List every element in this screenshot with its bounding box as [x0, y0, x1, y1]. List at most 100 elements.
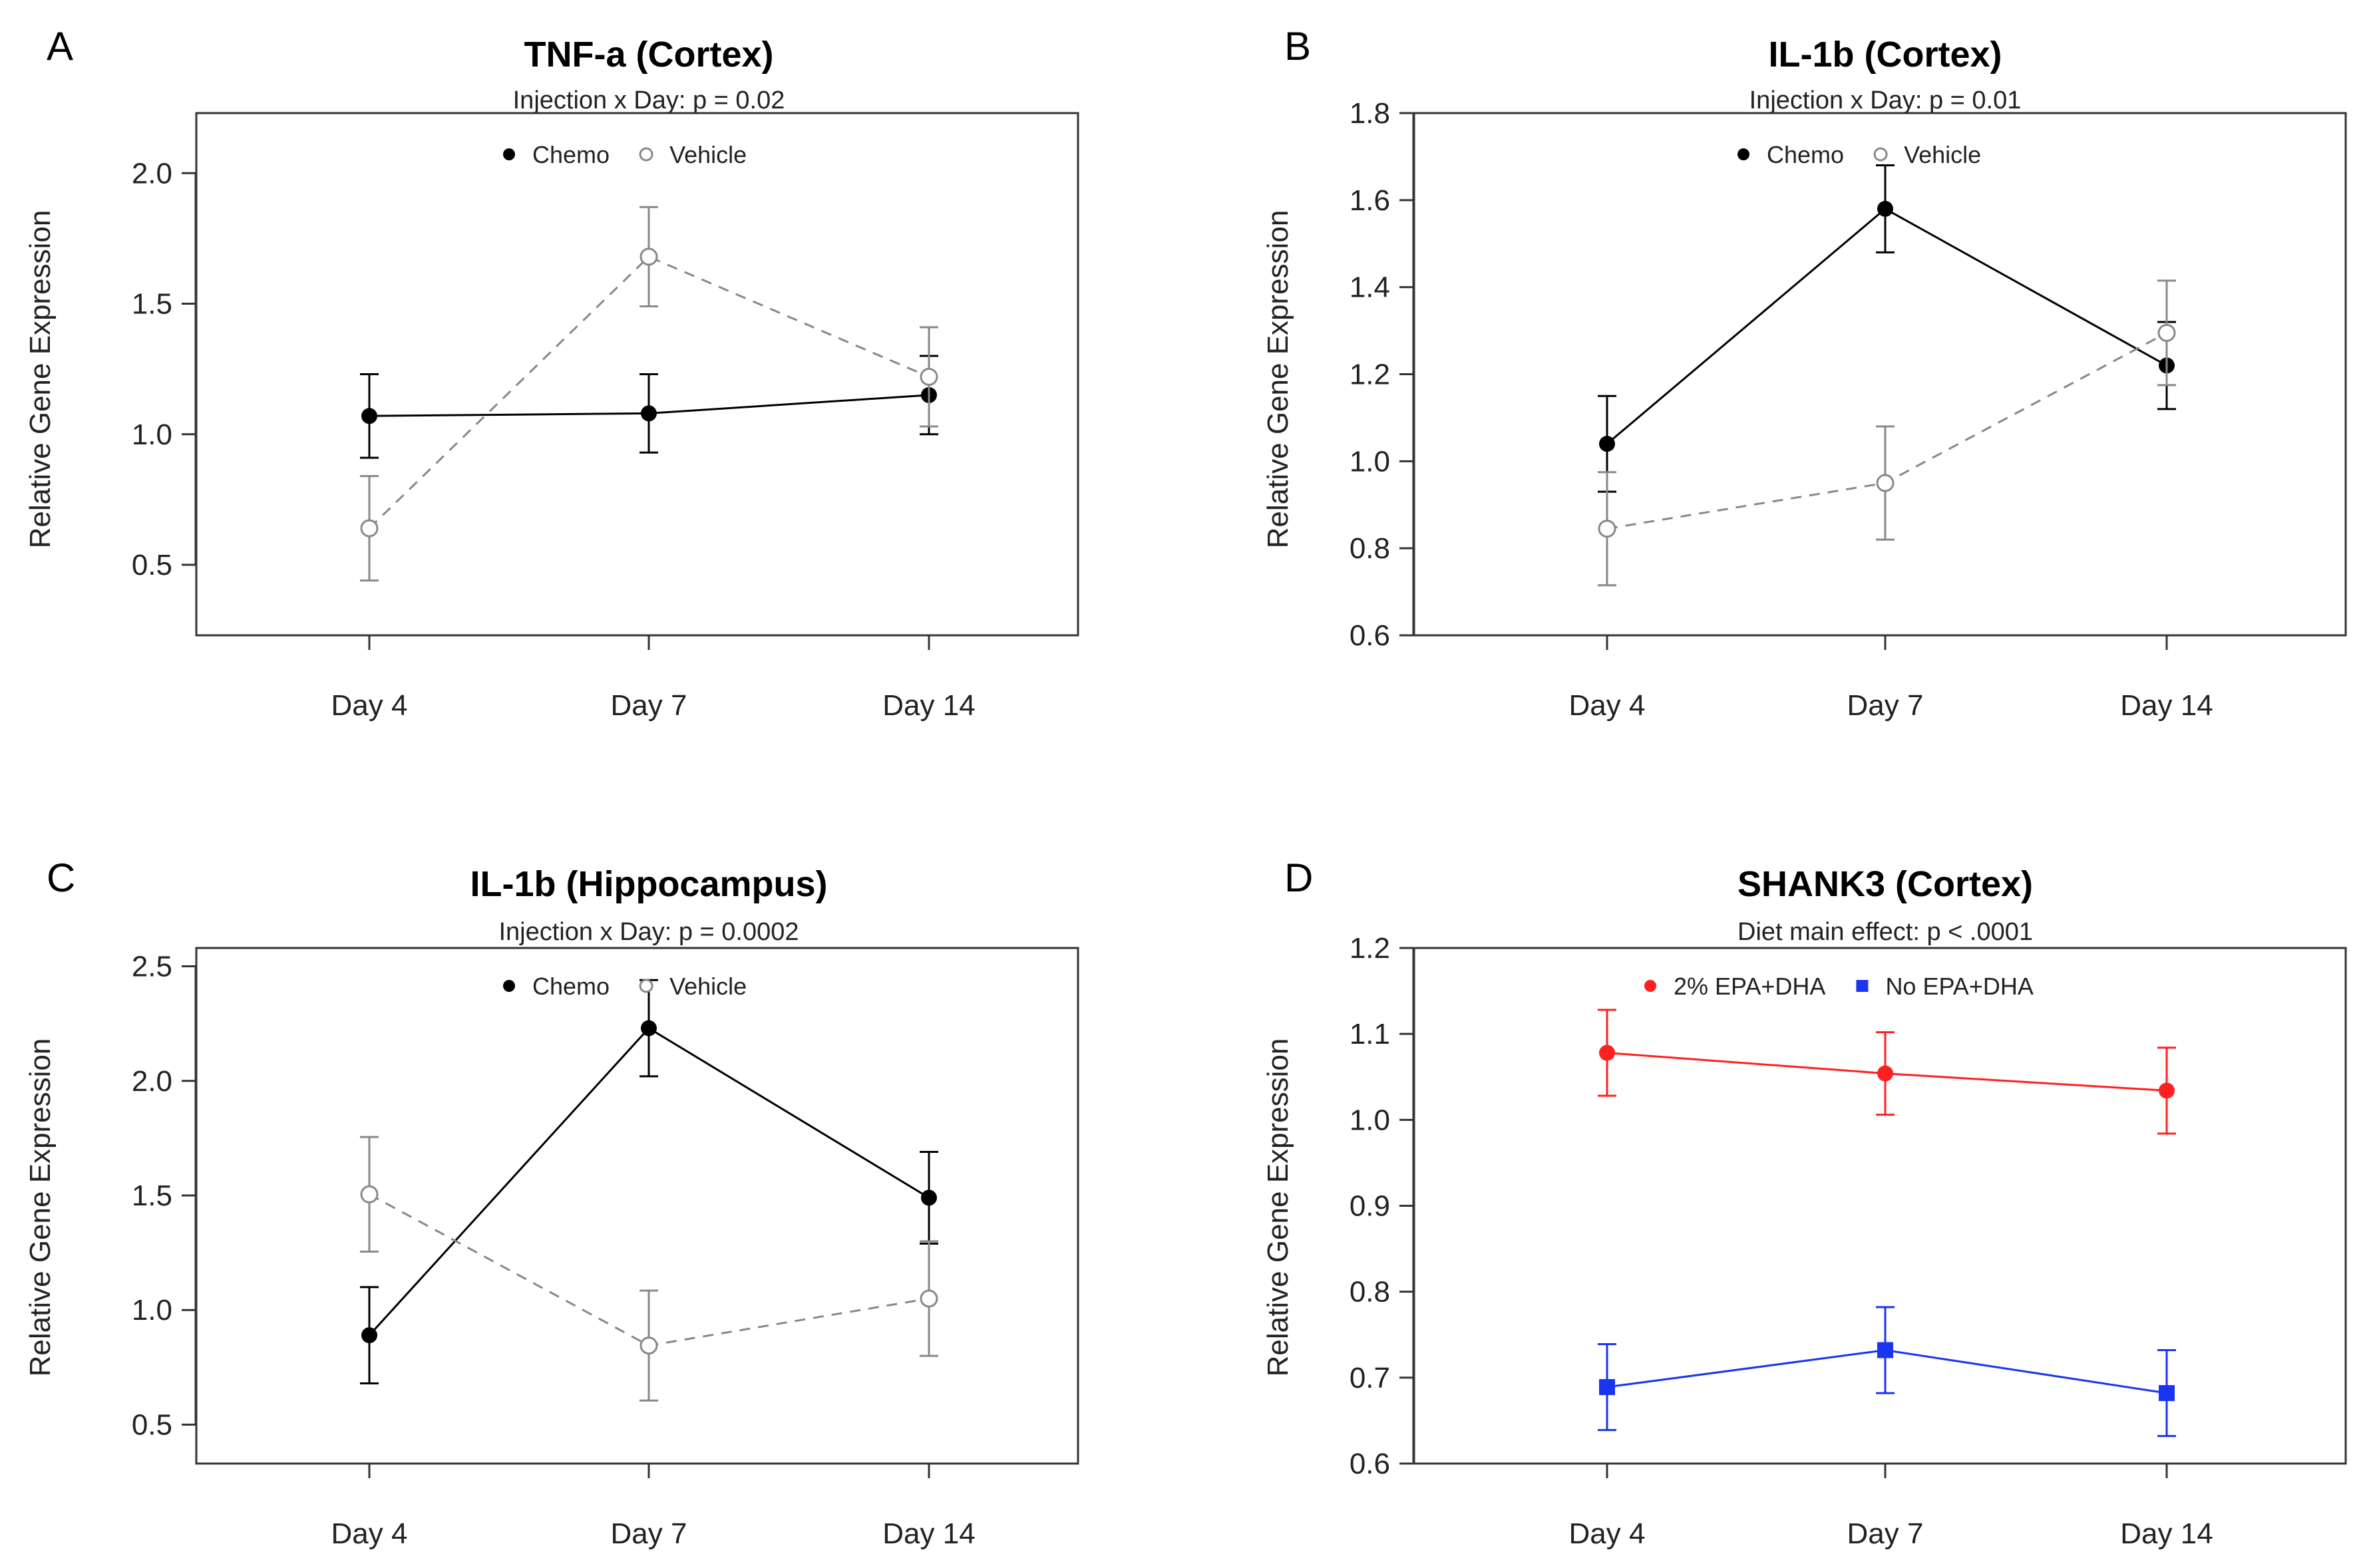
y-tick-label: 1.0	[132, 418, 172, 451]
x-tick-label: Day 4	[331, 1517, 408, 1550]
chart-title: TNF-a (Cortex)	[524, 35, 774, 75]
data-point	[641, 405, 657, 422]
y-tick-label: 0.6	[1350, 619, 1390, 652]
x-tick-label: Day 7	[611, 689, 687, 722]
legend-marker	[503, 148, 515, 160]
x-tick-label: Day 7	[1847, 689, 1924, 722]
data-point	[1877, 1342, 1893, 1358]
legend-marker	[1873, 147, 1888, 162]
legend-marker	[503, 980, 515, 992]
data-point	[639, 247, 658, 266]
y-tick-label: 0.5	[132, 1408, 172, 1441]
chart-panel-d: D SHANK3 (Cortex) Diet main effect: p < .0…	[1262, 856, 2347, 1550]
legend-marker	[639, 979, 653, 993]
data-point	[1877, 200, 1893, 217]
plot-frame	[1413, 947, 2347, 1465]
y-axis-label: Relative Gene Expression	[24, 210, 57, 549]
panel-letter: A	[47, 24, 73, 69]
data-point	[2159, 1385, 2175, 1402]
x-tick-label: Day 4	[1569, 689, 1646, 722]
data-point	[1599, 1044, 1615, 1061]
data-point	[360, 1185, 379, 1203]
legend-label: Chemo	[532, 141, 610, 168]
legend-label: Chemo	[1767, 141, 1844, 168]
series-line	[1606, 332, 2167, 530]
x-tick-label: Day 4	[1569, 1517, 1646, 1550]
chart-panel-a: A TNF-a (Cortex) Injection x Day: p = 0.02…	[24, 24, 1079, 722]
x-tick-label: Day 14	[2120, 689, 2213, 722]
chart-subtitle: Injection x Day: p = 0.02	[513, 86, 785, 114]
plot-frame	[1413, 112, 2347, 637]
data-point	[2159, 1082, 2175, 1099]
series-chemo	[1598, 164, 2176, 493]
chart-title: SHANK3 (Cortex)	[1737, 864, 2033, 904]
data-point	[641, 1020, 657, 1036]
y-axis-label: Relative Gene Expression	[1262, 210, 1294, 549]
y-tick-label: 1.8	[1350, 97, 1390, 130]
y-tick-label: 1.5	[132, 1179, 172, 1212]
chart-subtitle: Diet main effect: p < .0001	[1737, 918, 2033, 946]
chart-title: IL-1b (Cortex)	[1769, 35, 2002, 75]
chart-panel-c: C IL-1b (Hippocampus) Injection x Day: p =…	[24, 856, 1079, 1550]
y-tick-label: 0.5	[132, 549, 172, 581]
x-tick-label: Day 4	[331, 689, 408, 722]
legend: Chemo Vehicle	[503, 973, 747, 1000]
data-point	[2157, 323, 2176, 342]
data-point	[1599, 436, 1615, 452]
legend-label: Chemo	[532, 973, 610, 1000]
legend-marker	[639, 147, 653, 162]
data-point	[920, 1289, 938, 1308]
chart-subtitle: Injection x Day: p = 0.0002	[498, 918, 799, 946]
legend-marker	[1644, 980, 1656, 992]
y-tick-label: 2.0	[132, 157, 172, 190]
data-point	[361, 1327, 377, 1344]
y-tick-label: 1.5	[132, 288, 172, 321]
legend-label: Vehicle	[669, 973, 747, 1000]
y-tick-label: 0.8	[1350, 532, 1390, 565]
legend-label: 2% EPA+DHA	[1674, 973, 1825, 1000]
data-point	[1876, 474, 1895, 492]
panel-letter: B	[1284, 24, 1311, 69]
legend-label: Vehicle	[669, 141, 747, 168]
y-axis-label: Relative Gene Expression	[24, 1038, 57, 1377]
data-point	[1599, 1379, 1615, 1396]
x-tick-label: Day 14	[882, 1517, 975, 1550]
legend-label: Vehicle	[1904, 141, 1981, 168]
legend-marker	[1737, 148, 1749, 160]
y-tick-label: 1.4	[1350, 271, 1390, 304]
panel-letter: C	[47, 856, 75, 900]
y-tick-label: 0.7	[1350, 1362, 1390, 1394]
y-tick-label: 0.6	[1350, 1448, 1390, 1480]
series-vehicle	[360, 1136, 938, 1402]
legend: 2% EPA+DHA No EPA+DHA	[1644, 973, 2034, 1000]
data-point	[1877, 1065, 1893, 1082]
y-axis-label: Relative Gene Expression	[1262, 1038, 1294, 1377]
series-line	[1606, 208, 2167, 445]
chart-panel-b: B IL-1b (Cortex) Injection x Day: p = 0.01…	[1262, 24, 2347, 722]
series-vehicle	[360, 206, 938, 582]
x-tick-label: Day 7	[611, 1517, 687, 1550]
panel-letter: D	[1284, 856, 1313, 900]
legend: Chemo Vehicle	[503, 141, 747, 168]
y-tick-label: 0.8	[1350, 1276, 1390, 1309]
x-tick-label: Day 14	[2120, 1517, 2213, 1550]
data-point	[920, 367, 938, 386]
y-tick-label: 1.2	[1350, 932, 1390, 965]
plot-frame	[195, 947, 1079, 1465]
chart-title: IL-1b (Hippocampus)	[470, 864, 828, 904]
data-point	[360, 519, 379, 538]
y-tick-label: 1.0	[1350, 445, 1390, 478]
y-tick-label: 2.5	[132, 951, 172, 983]
y-tick-label: 1.6	[1350, 184, 1390, 217]
plot-frame	[195, 112, 1079, 637]
series-chemo	[360, 355, 938, 459]
x-tick-label: Day 14	[882, 689, 975, 722]
series-no-epa-dha	[1598, 1306, 2176, 1438]
legend: Chemo Vehicle	[1737, 141, 1981, 168]
data-point	[361, 408, 377, 424]
y-tick-label: 2.0	[132, 1065, 172, 1098]
y-tick-label: 1.0	[1350, 1104, 1390, 1136]
y-tick-label: 1.2	[1350, 359, 1390, 391]
x-tick-label: Day 7	[1847, 1517, 1924, 1550]
